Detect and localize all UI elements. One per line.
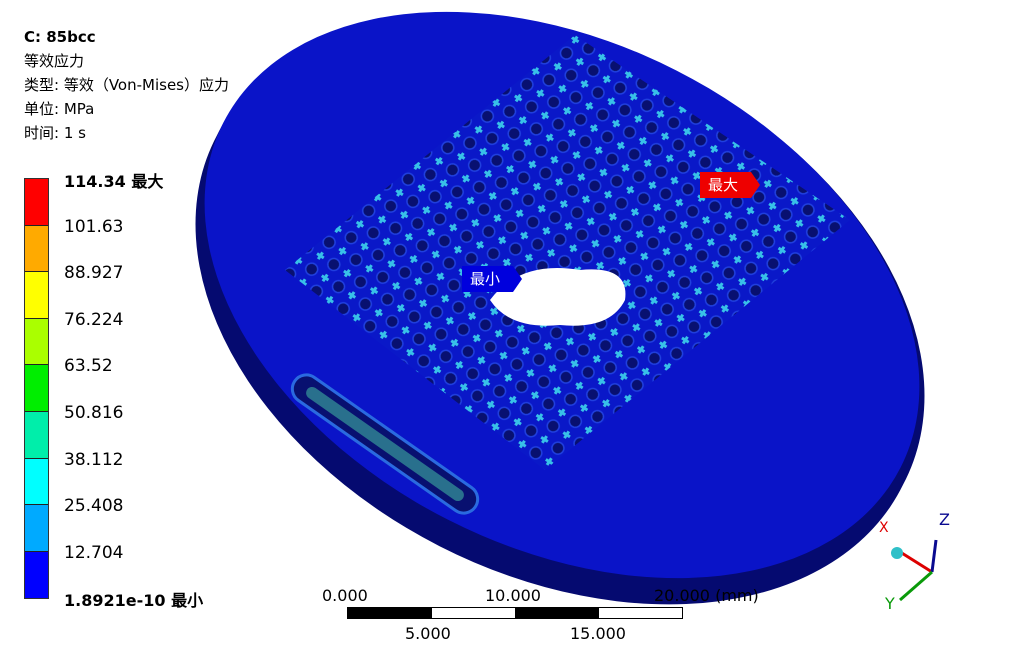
axis-x-label: X bbox=[879, 520, 889, 536]
legend-label: 114.34 最大 bbox=[64, 172, 164, 191]
result-time: 时间: 1 s bbox=[24, 124, 86, 142]
legend-label: 38.112 bbox=[64, 449, 124, 470]
legend-label: 101.63 bbox=[64, 216, 124, 237]
min-probe-label[interactable]: 最小 bbox=[462, 266, 523, 292]
scale-bar bbox=[347, 607, 683, 619]
legend-label: 88.927 bbox=[64, 263, 124, 284]
legend-label: 1.8921e-10 最小 bbox=[64, 591, 204, 611]
scale-label: 20.000 (mm) bbox=[654, 586, 759, 605]
legend-color-band bbox=[25, 411, 48, 459]
scale-label: 15.000 bbox=[570, 624, 626, 643]
legend-color-band bbox=[25, 458, 48, 506]
legend-color-band bbox=[25, 179, 48, 226]
legend-color-band bbox=[25, 365, 48, 412]
max-probe-label[interactable]: 最大 bbox=[700, 172, 761, 198]
legend-label: 63.52 bbox=[64, 356, 113, 377]
disk-model bbox=[195, 11, 925, 605]
result-header: C: 85bcc 等效应力 类型: 等效（Von-Mises）应力 单位: MP… bbox=[24, 25, 229, 145]
result-type: 类型: 等效（Von-Mises）应力 bbox=[24, 76, 229, 94]
scale-label: 0.000 bbox=[322, 586, 368, 605]
legend-color-band bbox=[25, 272, 48, 319]
legend-label: 12.704 bbox=[64, 542, 124, 563]
result-name: 等效应力 bbox=[24, 52, 85, 70]
legend-color-band bbox=[25, 318, 48, 366]
legend-color-bar bbox=[24, 178, 49, 600]
scale-label: 5.000 bbox=[405, 624, 451, 643]
legend-label: 25.408 bbox=[64, 496, 124, 517]
result-title: C: 85bcc bbox=[24, 28, 96, 46]
axis-z-label: Z bbox=[939, 510, 950, 529]
legend-color-band bbox=[25, 225, 48, 273]
legend-color-band bbox=[25, 505, 48, 552]
legend-label: 50.816 bbox=[64, 403, 124, 423]
legend-color-band bbox=[25, 551, 48, 599]
result-unit: 单位: MPa bbox=[24, 100, 95, 118]
axis-triad[interactable] bbox=[891, 539, 938, 602]
scale-label: 10.000 bbox=[485, 586, 541, 605]
axis-y-label: Y bbox=[885, 594, 895, 613]
center-hole bbox=[490, 268, 626, 326]
legend-label: 76.224 bbox=[64, 309, 124, 330]
